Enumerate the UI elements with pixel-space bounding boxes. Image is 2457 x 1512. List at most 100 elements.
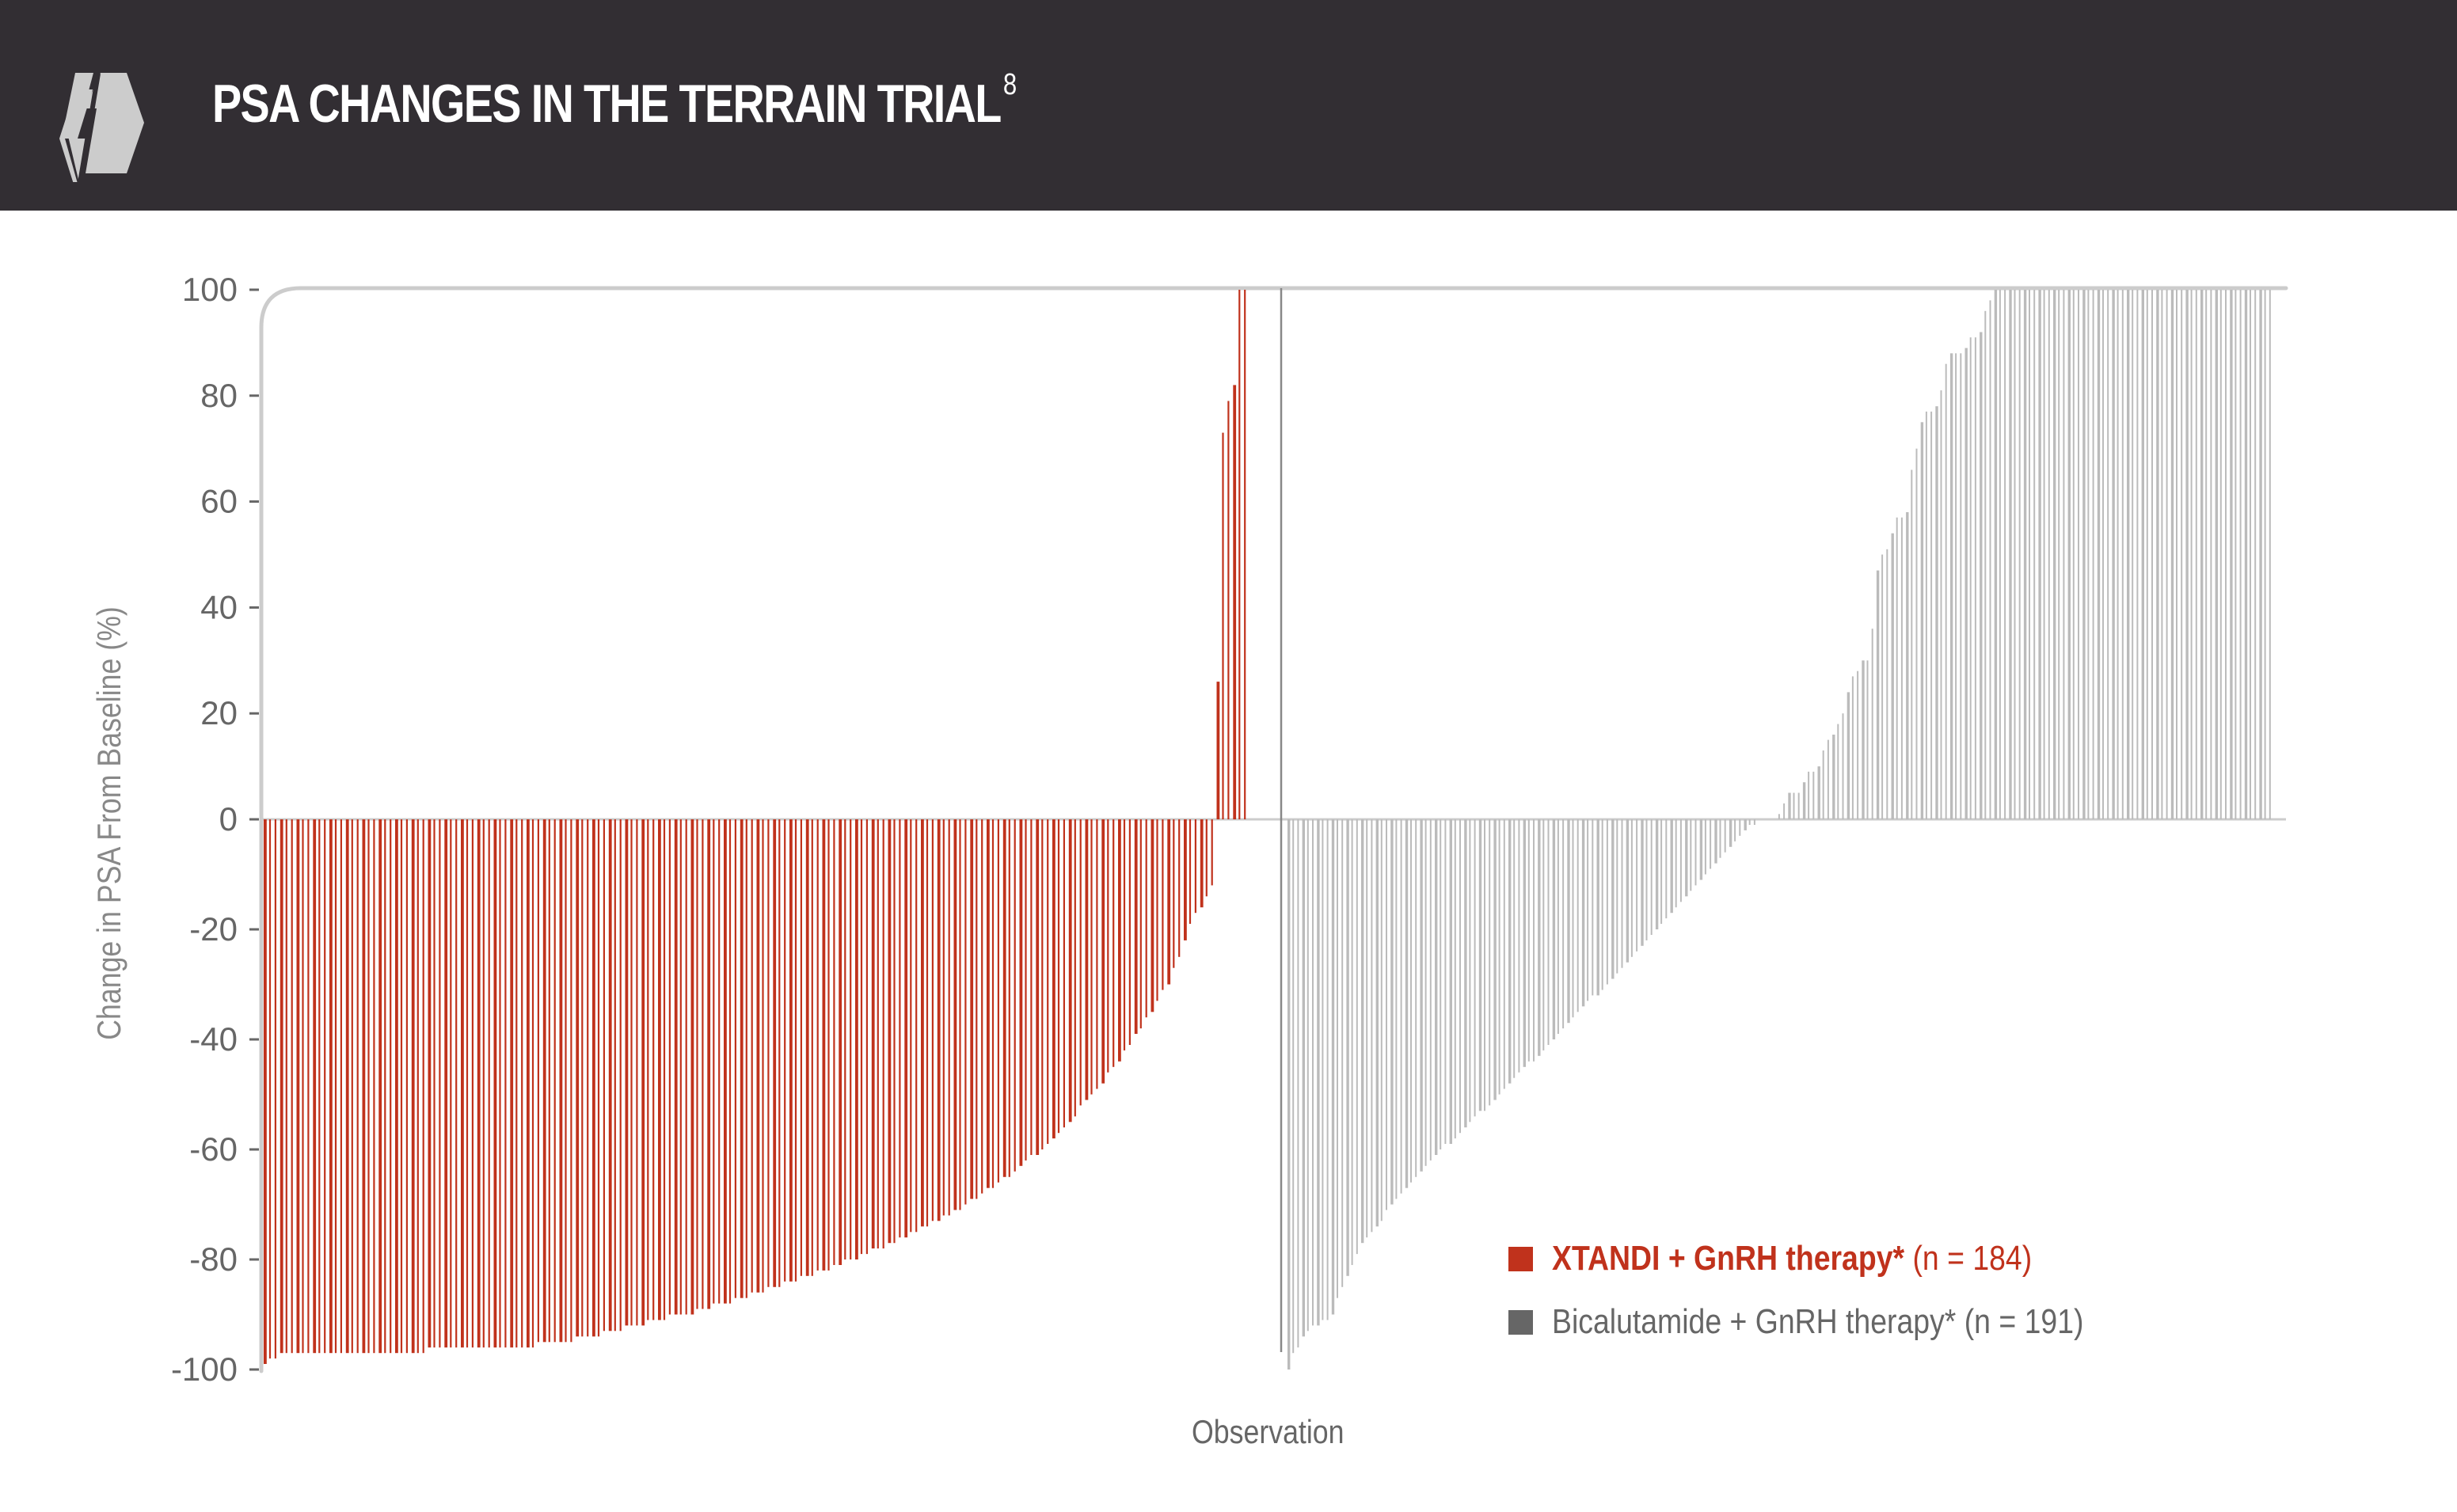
data-bar — [450, 819, 452, 1348]
data-bar — [1704, 819, 1706, 875]
data-bar — [1616, 819, 1618, 974]
data-bar — [1960, 353, 1962, 819]
data-bar — [2053, 290, 2056, 819]
data-bar — [1189, 819, 1192, 924]
data-bar — [1503, 819, 1505, 1089]
data-bar — [931, 819, 934, 1221]
data-bar — [1047, 819, 1049, 1144]
data-bar — [1184, 819, 1187, 940]
data-bar — [280, 819, 283, 1354]
data-bar — [1562, 819, 1565, 1029]
data-bar — [734, 819, 736, 1298]
data-bar — [1341, 819, 1344, 1287]
data-bar — [1655, 819, 1659, 929]
data-bar — [1489, 819, 1491, 1106]
data-bar — [1955, 353, 1957, 819]
data-bar — [553, 819, 556, 1343]
data-bar — [559, 819, 563, 1343]
data-bar — [2058, 290, 2060, 819]
data-bar — [1915, 448, 1918, 819]
data-bar — [860, 819, 863, 1255]
data-bar — [2230, 290, 2233, 819]
data-bar — [844, 819, 846, 1259]
data-bar — [970, 819, 974, 1199]
data-bar — [416, 819, 419, 1354]
data-bar — [877, 819, 879, 1249]
data-bar — [329, 819, 333, 1354]
data-bar — [937, 819, 941, 1221]
data-bar — [1851, 676, 1854, 819]
data-bar — [1508, 819, 1512, 1084]
data-bar — [619, 819, 622, 1332]
data-bar — [641, 819, 645, 1326]
data-bar — [2043, 290, 2045, 819]
data-bar — [384, 819, 386, 1354]
data-bar — [850, 819, 852, 1259]
data-bar — [302, 819, 304, 1354]
data-bar — [1395, 819, 1398, 1199]
data-bar — [1710, 819, 1712, 869]
data-bar — [1107, 819, 1109, 1073]
data-bar — [2023, 290, 2027, 819]
data-bar — [1822, 750, 1824, 819]
data-bar — [789, 819, 793, 1282]
data-bar — [1699, 819, 1703, 880]
data-bar — [1312, 819, 1314, 1326]
data-bar — [510, 819, 514, 1348]
data-bar — [2127, 290, 2130, 819]
data-bar — [1386, 819, 1387, 1210]
data-bar — [1690, 819, 1692, 891]
legend-label-xtandi: XTANDI + GnRH therapy* (n = 184) — [1552, 1239, 2032, 1278]
data-bar — [537, 819, 539, 1343]
data-bar — [1139, 819, 1142, 1029]
data-bar — [1940, 390, 1942, 820]
data-bar — [1478, 819, 1482, 1111]
page-title: PSA CHANGES IN THE TERRAIN TRIAL8 — [212, 68, 1017, 135]
data-bar — [422, 819, 424, 1354]
data-bar — [2185, 290, 2189, 819]
data-bar — [1068, 819, 1072, 1123]
data-bar — [2009, 290, 2012, 819]
y-tick-label: -100 — [171, 1351, 238, 1388]
data-bar — [313, 819, 317, 1354]
data-bar — [987, 819, 990, 1188]
data-bar — [2161, 290, 2163, 819]
data-bar — [2225, 290, 2227, 819]
data-bar — [2097, 290, 2101, 819]
data-bar — [1866, 660, 1869, 819]
y-tick-label: 40 — [200, 588, 238, 625]
data-bar — [1606, 819, 1608, 985]
data-bar — [2151, 290, 2153, 819]
data-bar — [893, 819, 896, 1244]
data-bar — [515, 819, 518, 1348]
data-bar — [1151, 819, 1154, 1012]
data-bar — [2235, 290, 2237, 819]
data-bar — [1134, 819, 1138, 1034]
data-bar — [461, 819, 464, 1348]
data-bar — [471, 819, 474, 1348]
data-bar — [1793, 792, 1795, 819]
data-bar — [2254, 290, 2257, 819]
data-bar — [433, 819, 435, 1348]
data-bar — [608, 819, 612, 1332]
data-bar — [1297, 819, 1299, 1348]
data-bar — [1935, 406, 1938, 819]
data-bar — [668, 819, 671, 1315]
data-bar — [630, 819, 633, 1326]
data-bar — [1906, 512, 1909, 819]
data-bar — [1734, 819, 1736, 841]
data-bar — [1557, 819, 1559, 1034]
data-bar — [2092, 290, 2094, 819]
data-bar — [1162, 819, 1164, 990]
xtandi-bars — [264, 290, 1246, 1364]
data-bar — [345, 819, 349, 1354]
data-bar — [948, 819, 950, 1216]
data-bar — [652, 819, 655, 1320]
data-bar — [997, 819, 999, 1183]
data-bar — [1670, 819, 1673, 914]
data-bar — [597, 819, 600, 1337]
data-bar — [871, 819, 875, 1249]
data-bar — [1871, 629, 1873, 819]
data-bar — [1405, 819, 1409, 1188]
data-bar — [581, 819, 584, 1337]
